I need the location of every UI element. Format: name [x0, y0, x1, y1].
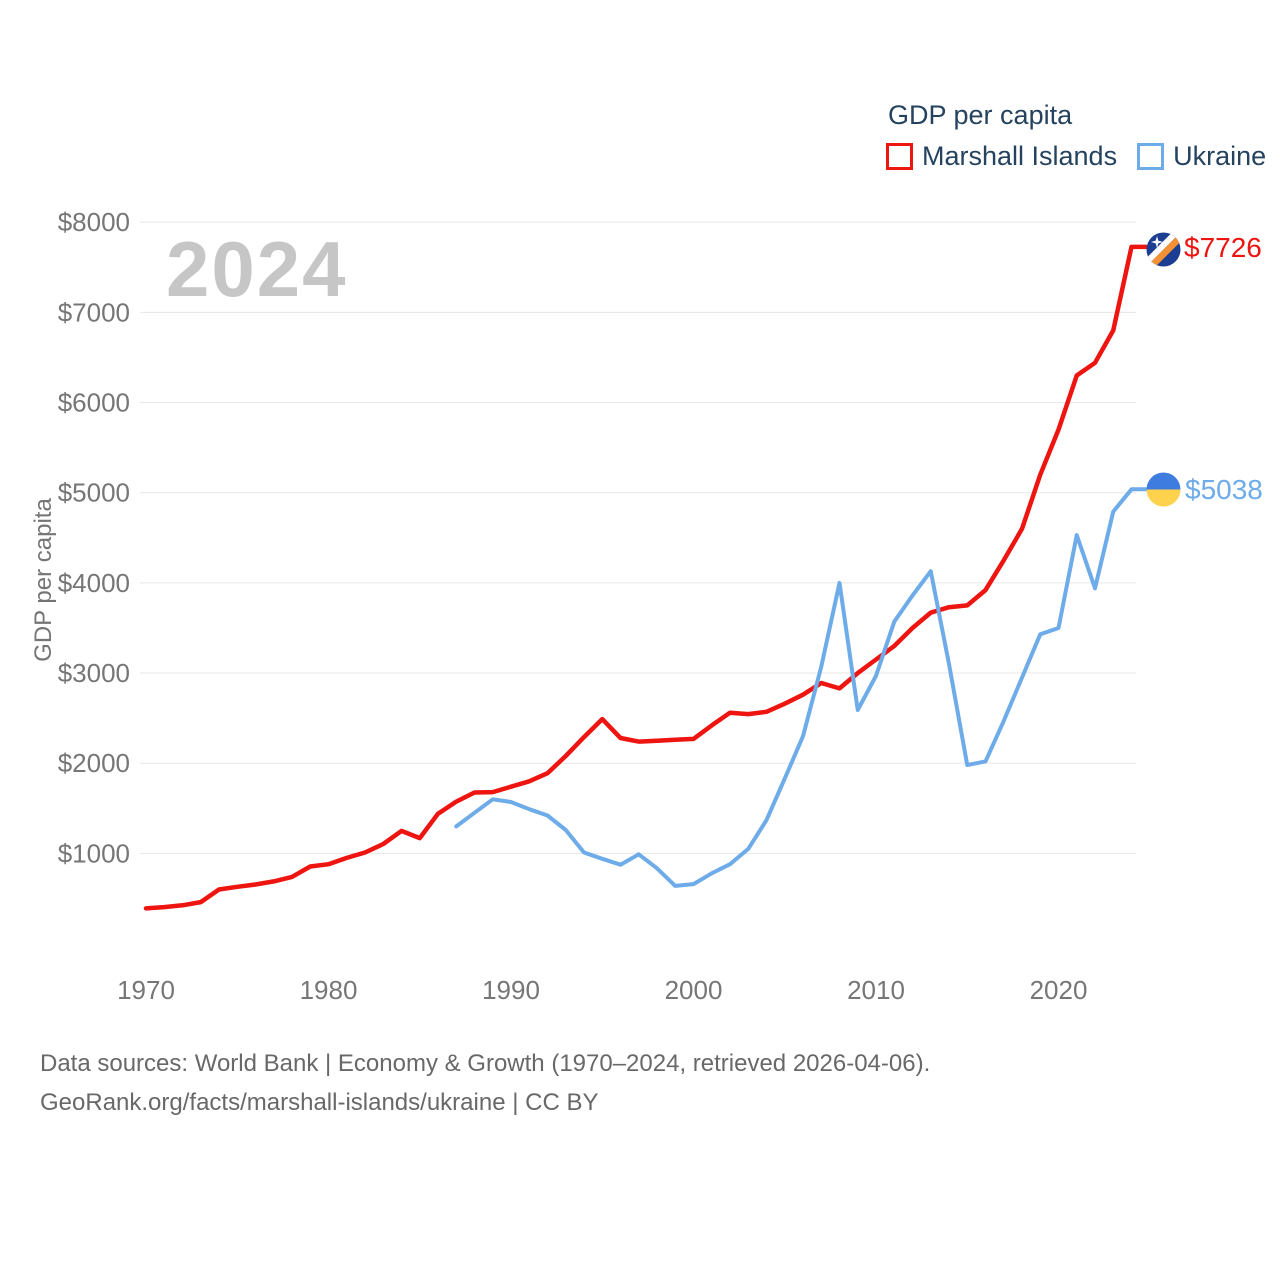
footer-license-line: GeoRank.org/facts/marshall-islands/ukrai…	[40, 1089, 599, 1116]
footer: Data sources: World Bank | Economy & Gro…	[40, 1044, 930, 1122]
y-tick-label: $1000	[58, 838, 130, 868]
gdp-line-chart: $8000 $7000 $6000 $5000 $4000 $3000 $2000 $1000…	[58, 207, 1149, 1005]
ukraine-line	[454, 487, 1148, 888]
legend-label-ukraine: Ukraine	[1173, 141, 1267, 171]
legend-label-marshall-islands: Marshall Islands	[922, 141, 1118, 171]
x-tick-label: 2000	[665, 975, 723, 1005]
y-tick-label: $5000	[58, 478, 130, 508]
y-tick-label: $6000	[58, 388, 130, 418]
y-tick-label: $7000	[58, 297, 130, 327]
watermark-year: 2024	[166, 225, 348, 313]
marshall-islands-flag-icon	[1146, 232, 1181, 267]
y-axis-title: GDP per capita	[30, 498, 57, 662]
y-tick-label: $2000	[58, 748, 130, 778]
y-tick-label: $8000	[58, 207, 130, 237]
legend-item-ukraine[interactable]: Ukraine	[1137, 141, 1266, 172]
ukraine-end-value: $5038	[1185, 474, 1263, 505]
marshall-islands-swatch-icon	[886, 143, 913, 170]
legend-title: GDP per capita	[888, 100, 1073, 130]
legend: Marshall Islands Ukraine	[886, 141, 1266, 172]
ukraine-swatch-icon	[1137, 143, 1165, 170]
ukraine-flag-icon	[1146, 472, 1181, 507]
footer-source-line: Data sources: World Bank | Economy & Gro…	[40, 1050, 931, 1077]
marshall-islands-end-value: $7726	[1184, 232, 1262, 263]
y-tick-label: $3000	[58, 658, 130, 688]
x-tick-label: 1990	[482, 975, 540, 1005]
x-tick-label: 2010	[847, 975, 905, 1005]
y-tick-label: $4000	[58, 568, 130, 598]
marshall-islands-line	[143, 244, 1149, 911]
x-tick-label: 1970	[117, 975, 175, 1005]
x-tick-label: 1980	[300, 975, 358, 1005]
legend-item-marshall-islands[interactable]: Marshall Islands	[886, 141, 1117, 172]
x-tick-label: 2020	[1030, 975, 1088, 1005]
